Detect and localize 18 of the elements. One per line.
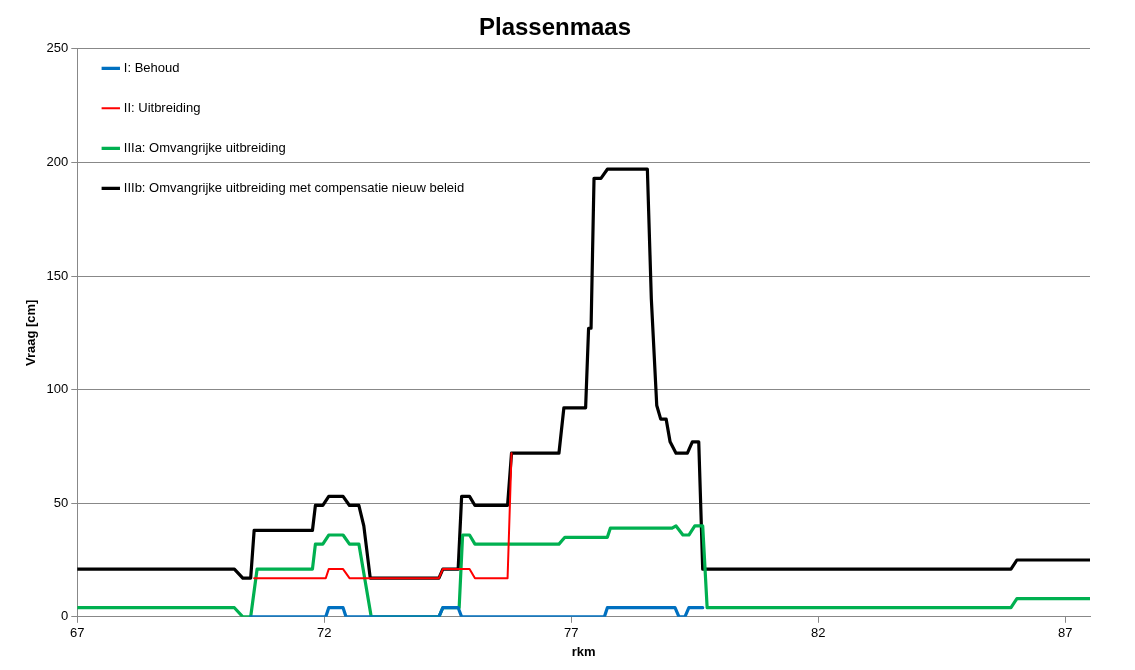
legend-label: IIIb: Omvangrijke uitbreiding met compensatie nieuw beleid (123, 179, 465, 195)
y-tick-label: 250 (46, 40, 69, 56)
legend-label: I: Behoud (123, 59, 180, 75)
y-axis-title: Vraag [cm] (23, 299, 39, 367)
legend-label: II: Uitbreiding (123, 99, 201, 115)
y-tick-label: 50 (53, 494, 69, 510)
x-tick-label: 67 (70, 625, 85, 641)
y-tick-label: 0 (61, 608, 69, 624)
y-tick-label: 150 (46, 267, 69, 283)
x-tick-label: 82 (811, 625, 826, 641)
x-tick-label: 77 (564, 625, 579, 641)
x-tick-label: 87 (1058, 625, 1073, 641)
x-axis-title: rkm (571, 643, 596, 659)
chart-title: Plassenmaas (478, 13, 632, 41)
x-tick-label: 72 (317, 625, 332, 641)
legend-label: IIIa: Omvangrijke uitbreiding (123, 139, 286, 155)
y-tick-label: 200 (46, 153, 69, 169)
y-tick-label: 100 (46, 381, 69, 397)
